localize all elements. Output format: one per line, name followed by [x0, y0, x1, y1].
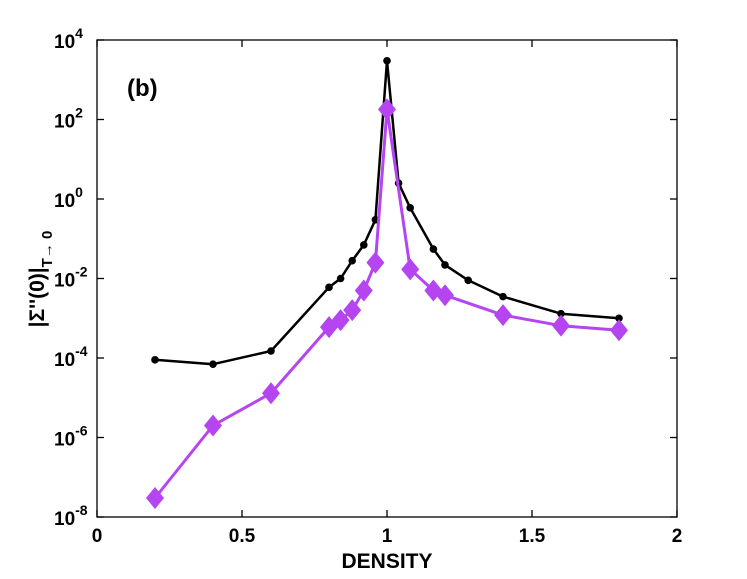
data-point	[204, 414, 222, 437]
data-point	[325, 283, 333, 292]
x-axis-title: DENSITY	[341, 550, 432, 573]
data-point	[383, 56, 391, 65]
data-point	[552, 314, 570, 337]
data-point	[464, 276, 473, 285]
y-tick-label-base: 10	[54, 191, 75, 212]
x-tick-label: 2	[672, 526, 683, 547]
data-point	[360, 241, 368, 249]
data-point	[610, 319, 628, 342]
data-point	[615, 314, 623, 323]
y-tick-label-exponent: 2	[75, 105, 83, 121]
y-tick-label-base: 10	[54, 430, 75, 451]
y-tick-label-base: 10	[54, 32, 75, 53]
series-line-purple-diamonds	[153, 107, 620, 499]
y-tick-label-exponent: -2	[75, 264, 88, 280]
data-point	[343, 299, 362, 322]
y-tick-label-exponent: -4	[75, 343, 88, 359]
x-tick-label: 1.5	[519, 526, 546, 547]
y-tick-label: 10-8	[54, 502, 88, 530]
data-point	[336, 274, 345, 283]
data-point	[262, 382, 280, 405]
y-tick-label: 102	[54, 105, 83, 133]
data-point	[331, 309, 350, 332]
x-tick-label: 0	[92, 526, 103, 547]
data-point	[267, 347, 275, 355]
y-tick-label-exponent: -6	[75, 423, 88, 439]
data-point	[499, 292, 507, 301]
y-tick-label-base: 10	[54, 112, 75, 133]
data-point	[378, 98, 396, 121]
data-point	[436, 284, 454, 307]
data-point	[406, 204, 415, 212]
data-point	[348, 256, 357, 265]
series-black-dots	[151, 56, 623, 368]
y-axis-title-main: |Σ''(0)|	[26, 267, 49, 327]
y-tick-label: 10-2	[54, 264, 88, 292]
y-tick-label-exponent: -8	[75, 502, 88, 518]
y-tick-label: 10-4	[54, 343, 88, 371]
y-tick-label-exponent: 0	[75, 184, 83, 200]
y-tick-label-base: 10	[54, 509, 75, 530]
x-axis-ticks: 0 0.5 1 1.5 2	[92, 40, 683, 547]
series-layer	[146, 56, 628, 510]
data-point	[429, 245, 438, 253]
y-tick-label-base: 10	[54, 271, 75, 292]
x-tick-label: 0.5	[229, 526, 256, 547]
y-tick-label: 100	[54, 184, 83, 212]
y-axis-title: |Σ''(0)|T→ 0	[26, 231, 56, 328]
data-point	[146, 487, 164, 510]
y-tick-label: 10-6	[54, 423, 88, 451]
data-point	[209, 360, 217, 368]
y-tick-label: 104	[54, 25, 83, 53]
data-point	[401, 258, 420, 281]
y-axis-title-subscript: T→ 0	[39, 231, 56, 268]
data-point	[494, 304, 512, 327]
data-point	[151, 356, 159, 364]
data-point	[441, 261, 449, 269]
panel-label: (b)	[127, 75, 158, 102]
data-point	[557, 309, 565, 318]
y-tick-label-exponent: 4	[75, 25, 83, 41]
series-purple-diamonds	[146, 98, 628, 510]
data-point	[354, 279, 373, 302]
x-tick-label: 1	[382, 526, 393, 547]
data-point	[366, 251, 385, 274]
y-tick-label-base: 10	[54, 350, 75, 371]
